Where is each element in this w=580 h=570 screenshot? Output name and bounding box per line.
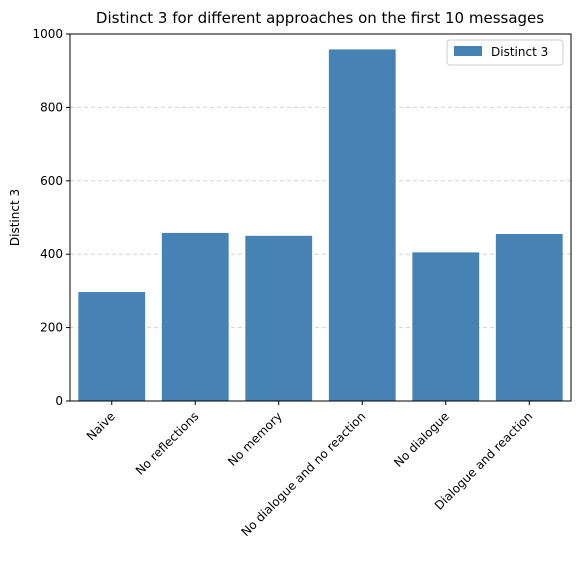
- x-tick-label: No memory: [225, 409, 285, 469]
- chart-title: Distinct 3 for different approaches on t…: [96, 9, 544, 27]
- legend-label: Distinct 3: [491, 45, 548, 59]
- bar-0: [78, 292, 146, 401]
- y-axis-label: Distinct 3: [8, 189, 22, 246]
- bar-3: [328, 49, 396, 401]
- legend: Distinct 3: [446, 39, 564, 66]
- plot-frame: [69, 33, 572, 402]
- bar-1: [161, 232, 229, 401]
- y-tick-label: 400: [40, 247, 63, 261]
- legend-swatch: [454, 46, 482, 56]
- bar-5: [495, 234, 563, 401]
- y-tick-label: 0: [55, 394, 63, 408]
- y-tick-label: 200: [40, 321, 63, 335]
- x-tick-label: Dialogue and reaction: [432, 409, 536, 513]
- x-tick-label: No dialogue: [391, 409, 452, 470]
- y-tick-label: 1000: [32, 27, 63, 41]
- bar-2: [245, 235, 313, 401]
- y-axis-ticks: 0 200 400 600 800 1000: [32, 27, 70, 408]
- x-tick-label: No reflections: [133, 409, 202, 478]
- x-tick-label: Naive: [84, 409, 118, 443]
- y-tick-label: 800: [40, 100, 63, 114]
- axes: [69, 33, 572, 402]
- bars: [78, 49, 563, 401]
- bar-4: [412, 252, 480, 401]
- y-tick-label: 600: [40, 174, 63, 188]
